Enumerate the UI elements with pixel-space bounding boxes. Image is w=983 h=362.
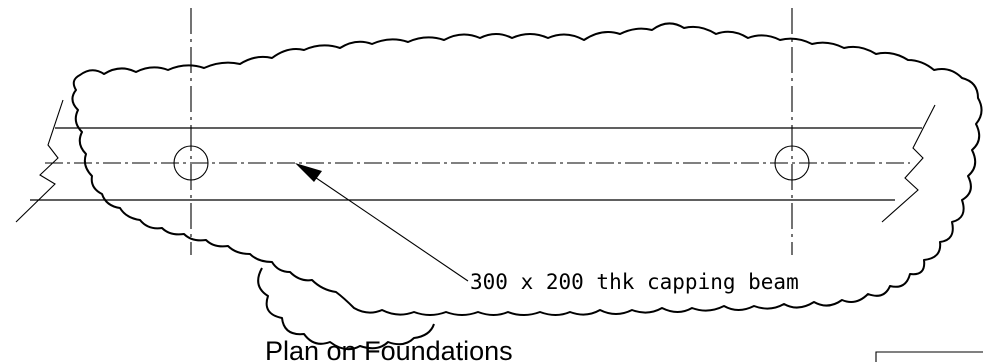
pile-left-circle-icon (173, 145, 209, 181)
leader-arrowhead-icon (295, 163, 322, 182)
leader-line (299, 166, 469, 282)
pile-right-circle-icon (774, 145, 810, 181)
title-block-corner (875, 351, 983, 362)
beam-annotation: 300 x 200 thk capping beam (470, 270, 799, 294)
break-line-left (15, 99, 64, 223)
drawing-title: Plan on Foundations (265, 336, 513, 362)
revision-cloud-lower (257, 267, 435, 351)
break-line-right (881, 104, 936, 223)
revision-cloud (71, 22, 983, 316)
